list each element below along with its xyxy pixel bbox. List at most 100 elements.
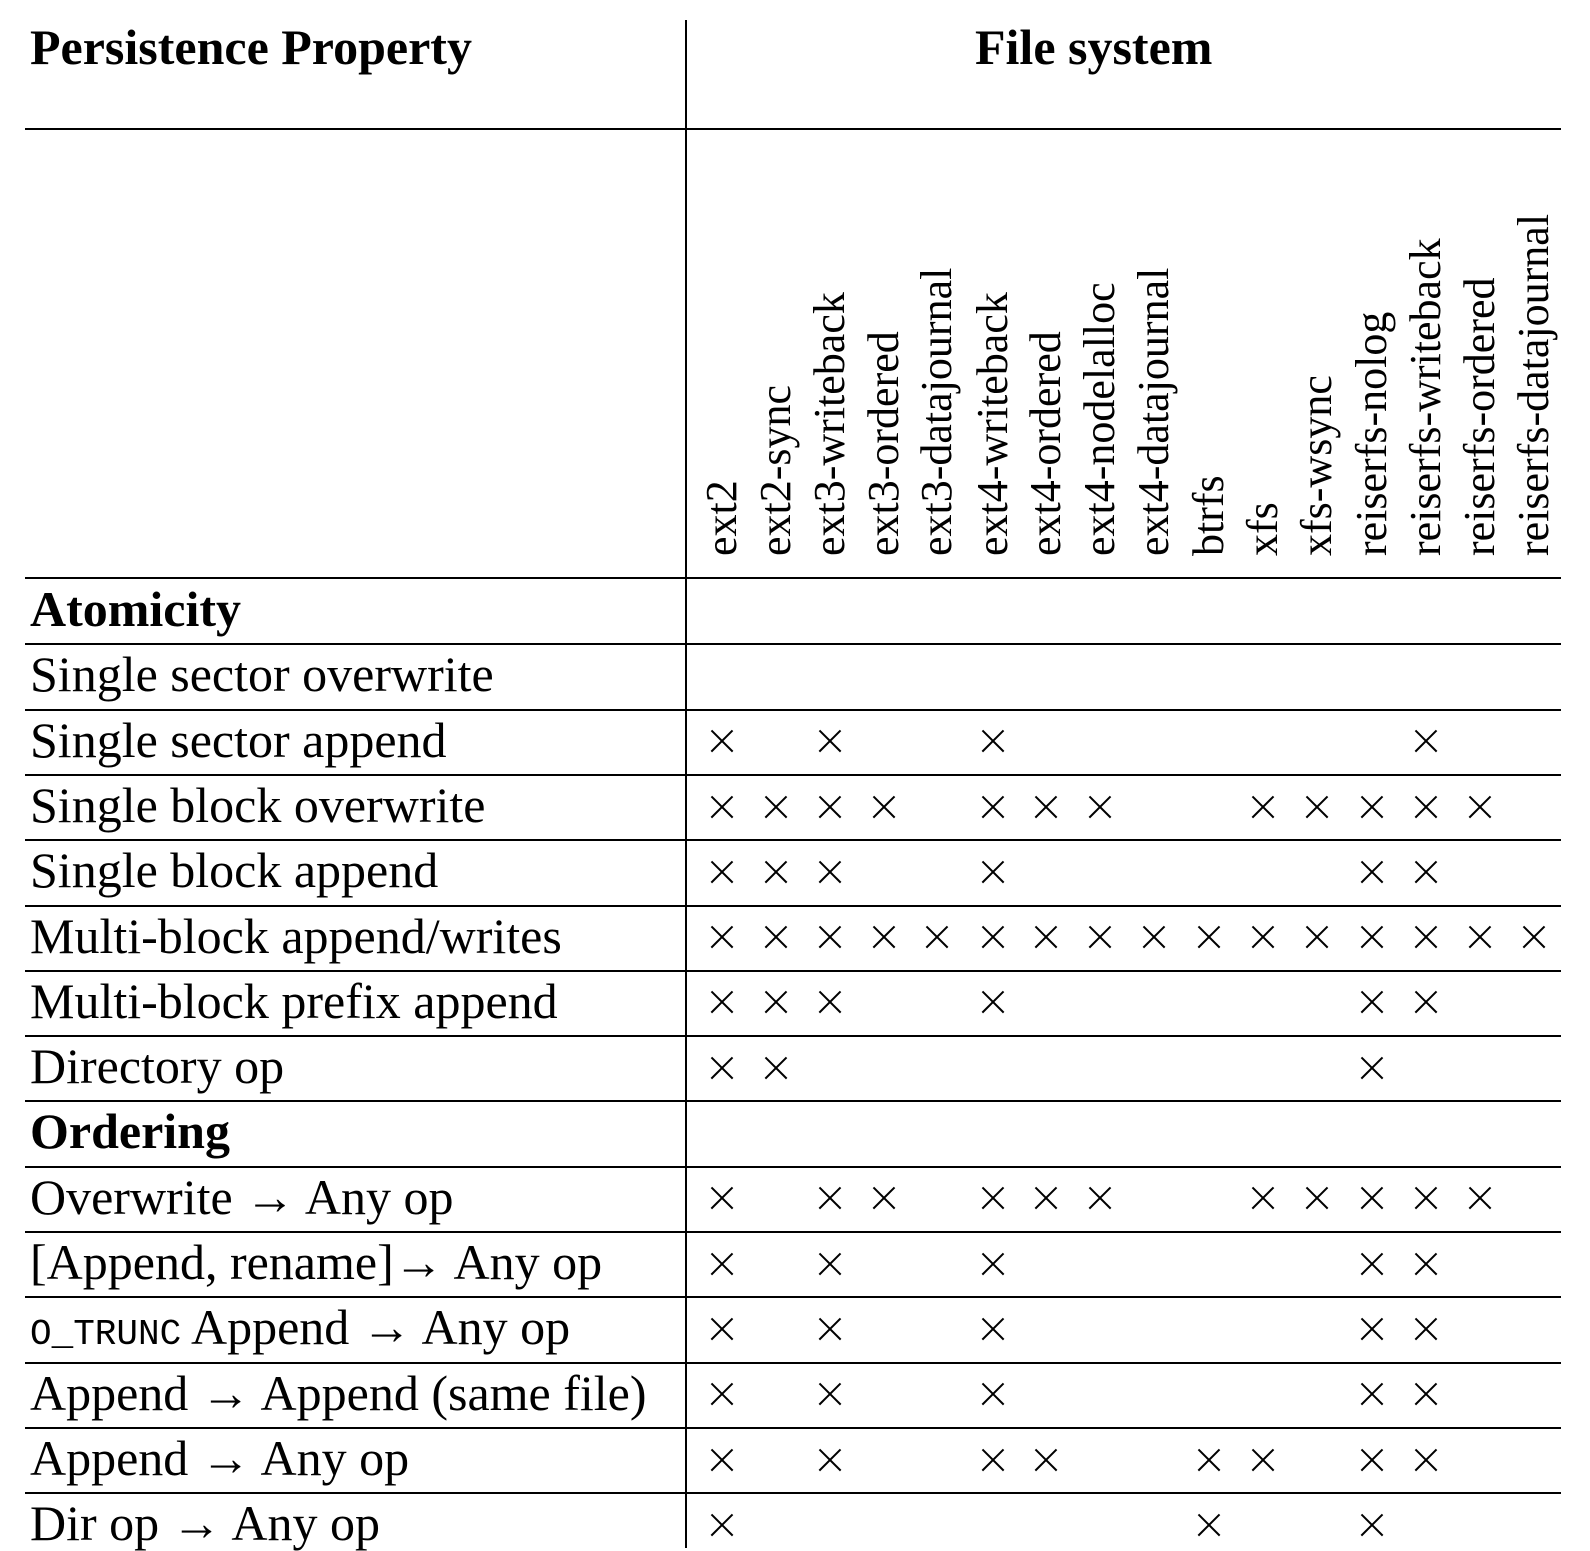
x-mark-icon	[818, 1317, 842, 1341]
x-mark-icon	[764, 990, 788, 1014]
x-mark-icon	[818, 925, 842, 949]
x-mark-icon	[981, 795, 1005, 819]
x-mark-icon	[981, 925, 1005, 949]
x-mark-icon	[1088, 795, 1112, 819]
x-mark-icon	[818, 1448, 842, 1472]
x-mark-icon	[710, 1252, 734, 1276]
x-mark-icon	[1305, 1186, 1329, 1210]
x-mark-icon	[1360, 1382, 1384, 1406]
fs-label-text: reiserfs-nolog	[1347, 311, 1396, 556]
row-label: Multi-block prefix append	[30, 972, 558, 1029]
file-system-header: File system	[975, 19, 1213, 75]
persistence-property-header: Persistence Property	[30, 19, 472, 75]
row-rule	[25, 1362, 1561, 1364]
x-mark-icon	[1360, 860, 1384, 884]
x-mark-icon	[1468, 1186, 1492, 1210]
x-mark-icon	[764, 1056, 788, 1080]
fs-label-text: ext3-datajournal	[912, 267, 961, 556]
x-mark-icon	[1414, 795, 1438, 819]
row-rule	[25, 643, 1561, 645]
fs-label-text: ext4-ordered	[1021, 331, 1070, 556]
x-mark-icon	[764, 795, 788, 819]
row-rule	[25, 774, 1561, 776]
x-mark-icon	[1360, 1186, 1384, 1210]
x-mark-icon	[818, 1186, 842, 1210]
x-mark-icon	[1360, 925, 1384, 949]
fs-label-text: reiserfs-ordered	[1455, 277, 1504, 556]
fs-label-text: reiserfs-writeback	[1401, 238, 1450, 556]
fs-label-text: btrfs	[1184, 475, 1233, 556]
x-mark-icon	[981, 860, 1005, 884]
x-mark-icon	[1034, 795, 1058, 819]
x-mark-icon	[818, 990, 842, 1014]
x-mark-icon	[1414, 1252, 1438, 1276]
x-mark-icon	[710, 1186, 734, 1210]
row-label: Append → Append (same file)	[30, 1364, 647, 1421]
x-mark-icon	[1414, 860, 1438, 884]
x-mark-icon	[1414, 1448, 1438, 1472]
x-mark-icon	[764, 860, 788, 884]
x-mark-icon	[1034, 925, 1058, 949]
x-mark-icon	[981, 1448, 1005, 1472]
x-mark-icon	[1414, 990, 1438, 1014]
x-mark-icon	[818, 795, 842, 819]
x-mark-icon	[1034, 1448, 1058, 1472]
x-mark-icon	[710, 1448, 734, 1472]
x-mark-icon	[1197, 1448, 1221, 1472]
fs-label-text: ext3-writeback	[805, 292, 854, 556]
x-mark-icon	[1414, 1186, 1438, 1210]
x-mark-icon	[1305, 925, 1329, 949]
x-mark-icon	[981, 729, 1005, 753]
x-mark-icon	[1468, 925, 1492, 949]
fs-label-text: ext3-ordered	[859, 331, 908, 556]
row-label: Single block overwrite	[30, 776, 486, 833]
x-mark-icon	[1197, 925, 1221, 949]
x-mark-icon	[1468, 795, 1492, 819]
x-mark-icon	[1305, 795, 1329, 819]
column-header-rule	[25, 577, 1561, 579]
row-rule	[25, 1035, 1561, 1037]
x-mark-icon	[1414, 1317, 1438, 1341]
row-label: Single block append	[30, 842, 439, 899]
x-mark-icon	[981, 990, 1005, 1014]
x-mark-icon	[818, 860, 842, 884]
x-mark-icon	[981, 1186, 1005, 1210]
row-rule	[25, 1492, 1561, 1494]
x-mark-icon	[872, 1186, 896, 1210]
x-mark-icon	[1360, 1448, 1384, 1472]
x-mark-icon	[1414, 729, 1438, 753]
x-mark-icon	[1034, 1186, 1058, 1210]
row-label: [Append, rename]→ Any op	[30, 1234, 603, 1290]
x-mark-icon	[764, 925, 788, 949]
x-mark-icon	[981, 1382, 1005, 1406]
x-mark-icon	[1360, 990, 1384, 1014]
x-mark-icon	[1251, 1448, 1275, 1472]
row-rule	[25, 1231, 1561, 1233]
fs-label-text: ext4-datajournal	[1129, 267, 1178, 556]
x-mark-icon	[1360, 1252, 1384, 1276]
x-mark-icon	[710, 1317, 734, 1341]
fs-label-text: xfs	[1238, 502, 1287, 556]
mono-prefix: O_TRUNC	[30, 1314, 182, 1356]
x-mark-icon	[1251, 925, 1275, 949]
x-mark-icon	[710, 990, 734, 1014]
x-mark-icon	[1251, 1186, 1275, 1210]
row-label: Directory op	[30, 1038, 285, 1095]
fs-label-text: xfs-wsync	[1292, 375, 1341, 556]
row-rule	[25, 970, 1561, 972]
header-rule	[25, 128, 1561, 130]
x-mark-icon	[710, 1513, 734, 1537]
row-rule	[25, 1100, 1561, 1102]
fs-label-text: ext4-nodelalloc	[1075, 282, 1124, 556]
row-label: Multi-block append/writes	[30, 907, 562, 964]
x-mark-icon	[818, 1252, 842, 1276]
fs-label-text: ext4-writeback	[968, 292, 1017, 556]
x-mark-icon	[1251, 795, 1275, 819]
row-rule	[25, 839, 1561, 841]
x-mark-icon	[710, 729, 734, 753]
x-mark-icon	[1360, 1513, 1384, 1537]
row-label: Dir op → Any op	[30, 1495, 380, 1551]
row-label: Single sector overwrite	[30, 646, 494, 703]
section-heading: Atomicity	[30, 581, 242, 637]
x-mark-icon	[981, 1252, 1005, 1276]
